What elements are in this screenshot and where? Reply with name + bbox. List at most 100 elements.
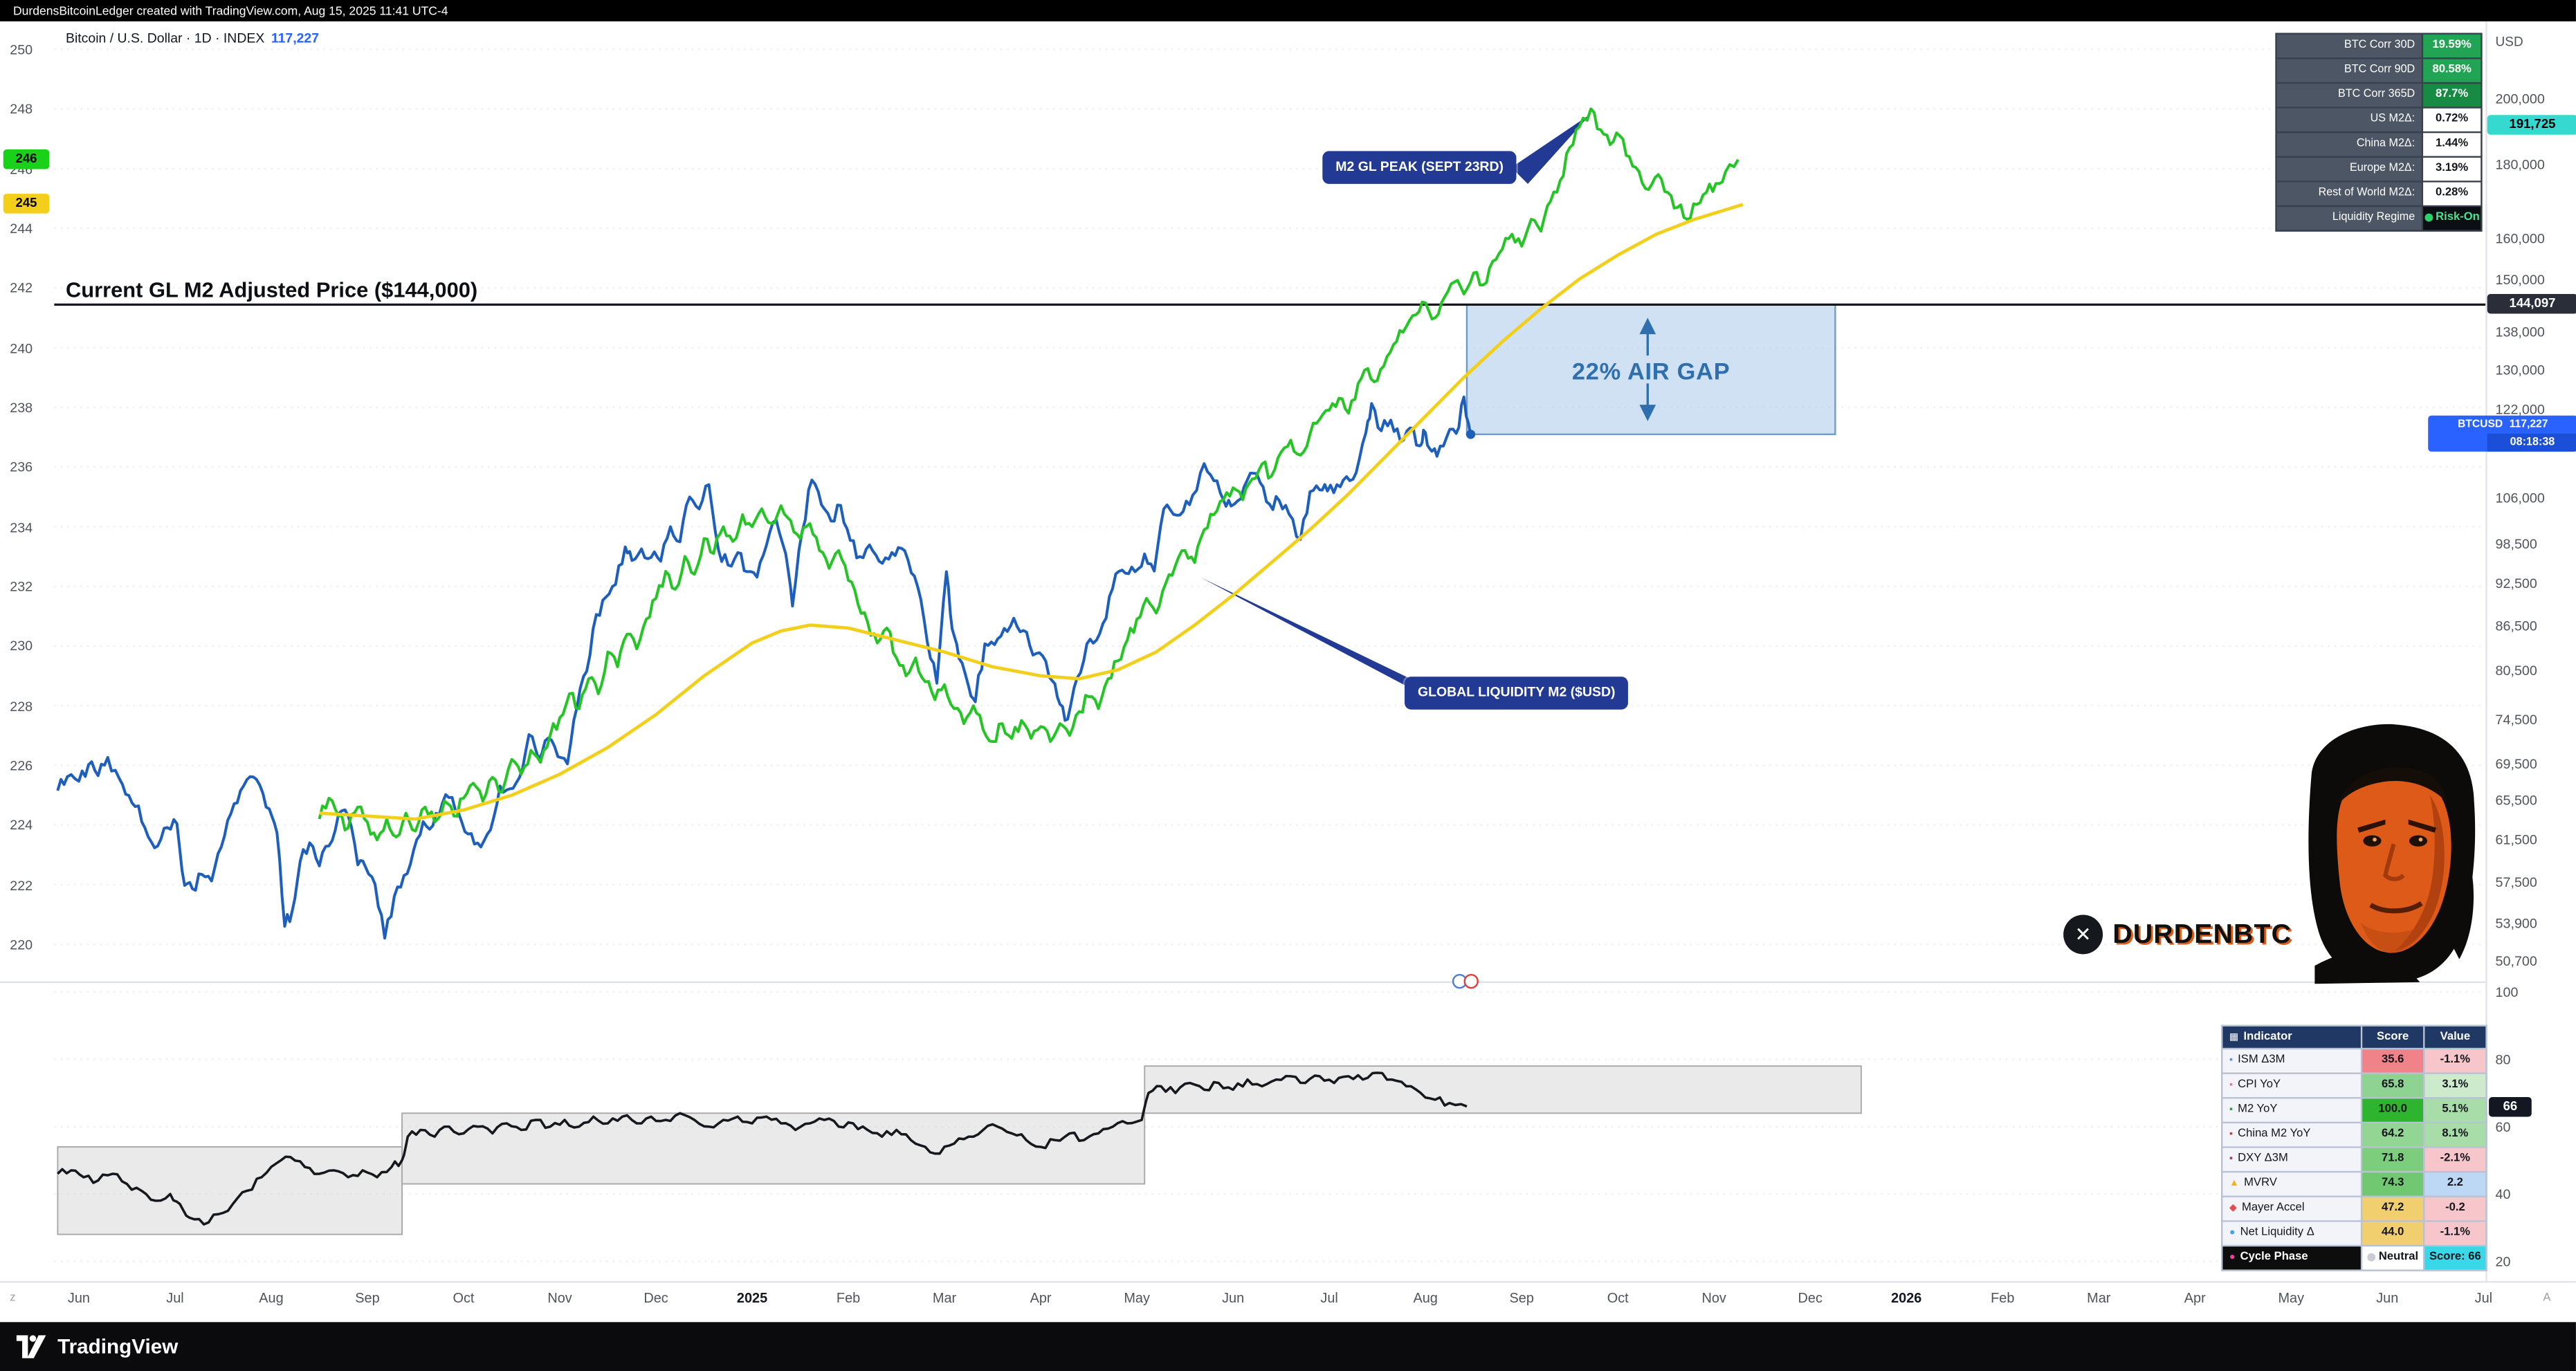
time-axis-label: May [1124, 1289, 1150, 1306]
time-axis-label: Oct [1607, 1289, 1629, 1306]
price-axis-tick: 138,000 [2495, 323, 2545, 340]
series-global-m2 [318, 107, 1739, 842]
footer-brand-text[interactable]: TradingView [57, 1335, 179, 1359]
stats-row-label: Europe M2Δ: [2276, 157, 2422, 181]
m2-green-value-badge: 246 [3, 149, 50, 170]
air-gap-label[interactable]: 22% AIR GAP [1571, 359, 1730, 386]
time-axis-label: Jun [67, 1289, 90, 1306]
indicator-score-cell: 74.3 [2362, 1172, 2424, 1196]
score-value-badge: 66 [2489, 1096, 2532, 1116]
m2-axis-tick: 242 [10, 279, 33, 297]
cycle-phase-label: ● Cycle Phase [2222, 1246, 2361, 1270]
price-axis-tick: 65,500 [2495, 791, 2537, 809]
m2-peak-callout[interactable]: M2 GL PEAK (SEPT 23RD) [1322, 151, 1517, 185]
m2-axis-tick: 230 [10, 638, 33, 654]
indicator-score-cell: 47.2 [2362, 1197, 2424, 1221]
price-axis[interactable]: USD 191,725 144,097 BTCUSD 117,227 08:18… [2428, 21, 2576, 1281]
indicator-value-cell: 3.1% [2424, 1074, 2486, 1098]
price-axis-tick: 98,500 [2495, 535, 2537, 552]
score-axis-tick: 100 [2495, 984, 2519, 1000]
export-header: DurdensBitcoinLedger created with Tradin… [0, 0, 2576, 21]
time-axis-label: Mar [932, 1289, 957, 1306]
price-axis-tick: 180,000 [2495, 156, 2545, 174]
export-header-text: DurdensBitcoinLedger created with Tradin… [12, 3, 448, 19]
series-btcusd [56, 395, 1472, 940]
durdenbtc-branding: ✕ DURDENBTC [2063, 914, 2292, 955]
indicator-row-label: ▲ MVRV [2222, 1172, 2361, 1196]
time-axis-label: 2026 [1891, 1289, 1922, 1306]
price-axis-tick: 80,500 [2495, 662, 2537, 679]
price-axis-unit: USD [2495, 34, 2523, 50]
price-axis-tick: 200,000 [2495, 90, 2545, 107]
stats-row-value: 19.59% [2423, 34, 2481, 58]
global-liquidity-callout[interactable]: GLOBAL LIQUIDITY M2 ($USD) [1405, 677, 1629, 710]
time-axis-label: Nov [547, 1289, 572, 1306]
time-axis-label: Sep [1509, 1289, 1534, 1306]
stats-row-value: 87.7% [2423, 84, 2481, 107]
score-axis-tick: 20 [2495, 1253, 2511, 1270]
table-header-value: Value [2424, 1026, 2486, 1048]
table-header-score: Score [2362, 1026, 2424, 1048]
tradingview-logo-icon[interactable] [16, 1335, 46, 1359]
time-axis-label: Aug [259, 1289, 284, 1306]
indicator-row-label: ▪ M2 YoY [2222, 1098, 2361, 1122]
last-price-value: 117,227 [2509, 419, 2548, 432]
symbol-legend[interactable]: Bitcoin / U.S. Dollar · 1D · INDEX 117,22… [66, 31, 319, 46]
time-axis-label: Jun [1222, 1289, 1245, 1306]
stats-row-label: BTC Corr 30D [2276, 34, 2422, 58]
time-axis[interactable]: z A Jun Jul Aug Sep Oct Nov Dec 2025 Feb Mar Apr Ma… [0, 1280, 2576, 1324]
time-axis-label: Jul [166, 1289, 184, 1306]
price-axis-tick: 130,000 [2495, 361, 2545, 378]
stats-row-label: Rest of World M2Δ: [2276, 182, 2422, 205]
indicator-value-cell: -1.1% [2424, 1049, 2486, 1073]
time-axis-corner-left[interactable]: z [10, 1292, 16, 1305]
m2-axis-tick: 222 [10, 876, 33, 893]
price-axis-tick: 69,500 [2495, 755, 2537, 771]
red-pill-icon [1463, 973, 1479, 989]
last-price-marker [1465, 430, 1476, 439]
time-axis-label: Feb [1991, 1289, 2015, 1306]
m2-axis-tick: 238 [10, 398, 33, 416]
m2-axis-tick: 236 [10, 459, 33, 475]
time-axis-label: Jul [2474, 1289, 2493, 1306]
series-m2-trend [319, 203, 1744, 821]
indicator-value-cell: -0.2 [2424, 1197, 2486, 1221]
indicator-score-cell: 100.0 [2362, 1098, 2424, 1122]
indicator-icon: ◆ [2229, 1204, 2237, 1214]
time-axis-label: Dec [643, 1289, 668, 1306]
m2-adjusted-price-badge: 144,097 [2487, 295, 2576, 315]
stats-row-value: 0.72% [2423, 108, 2481, 131]
indicator-score-cell: 65.8 [2362, 1074, 2424, 1098]
indicator-icon: ▲ [2229, 1179, 2240, 1189]
indicator-value-cell: 5.1% [2424, 1098, 2486, 1122]
stats-row-value: 80.58% [2423, 59, 2481, 82]
stats-row-label: US M2Δ: [2276, 108, 2422, 131]
neutral-dot-icon [2367, 1252, 2376, 1261]
indicator-value-cell: -1.1% [2424, 1222, 2486, 1245]
stats-row-value: Risk-On [2423, 207, 2481, 230]
x-twitter-icon: ✕ [2063, 914, 2103, 955]
table-icon: ▦ [2229, 1033, 2239, 1043]
time-axis-label: Feb [836, 1289, 861, 1306]
m2-adjusted-price-label[interactable]: Current GL M2 Adjusted Price ($144,000) [65, 277, 478, 302]
m2-axis-tick: 220 [10, 936, 33, 953]
time-axis-label: Oct [453, 1289, 475, 1306]
indicator-row-label: ▪ China M2 YoY [2222, 1123, 2361, 1147]
time-axis-corner-right[interactable]: A [2543, 1292, 2551, 1305]
price-axis-tick: 160,000 [2495, 230, 2545, 248]
liquidity-stats-panel: BTC Corr 30D 19.59% BTC Corr 90D 80.58% BTC … [2275, 33, 2483, 232]
indicator-value-cell: -2.1% [2424, 1148, 2486, 1171]
macro-indicator-table: ▦ Indicator Score Value ▪ ISM Δ3M 35.6 -1.1% ▪ CP… [2221, 1024, 2487, 1271]
time-axis-label: Apr [2184, 1289, 2206, 1306]
symbol-title: Bitcoin / U.S. Dollar · 1D · INDEX [65, 31, 265, 46]
indicator-row-label: ▪ CPI YoY [2222, 1074, 2361, 1098]
air-gap-arrow-down [1639, 405, 1656, 421]
price-axis-tick: 86,500 [2495, 617, 2537, 634]
time-axis-label: Mar [2087, 1289, 2111, 1306]
time-axis-label: Jul [1320, 1289, 1338, 1306]
score-axis-tick: 80 [2495, 1051, 2511, 1068]
price-axis-tick: 74,500 [2495, 710, 2537, 728]
indicator-value-cell: 8.1% [2424, 1123, 2486, 1147]
